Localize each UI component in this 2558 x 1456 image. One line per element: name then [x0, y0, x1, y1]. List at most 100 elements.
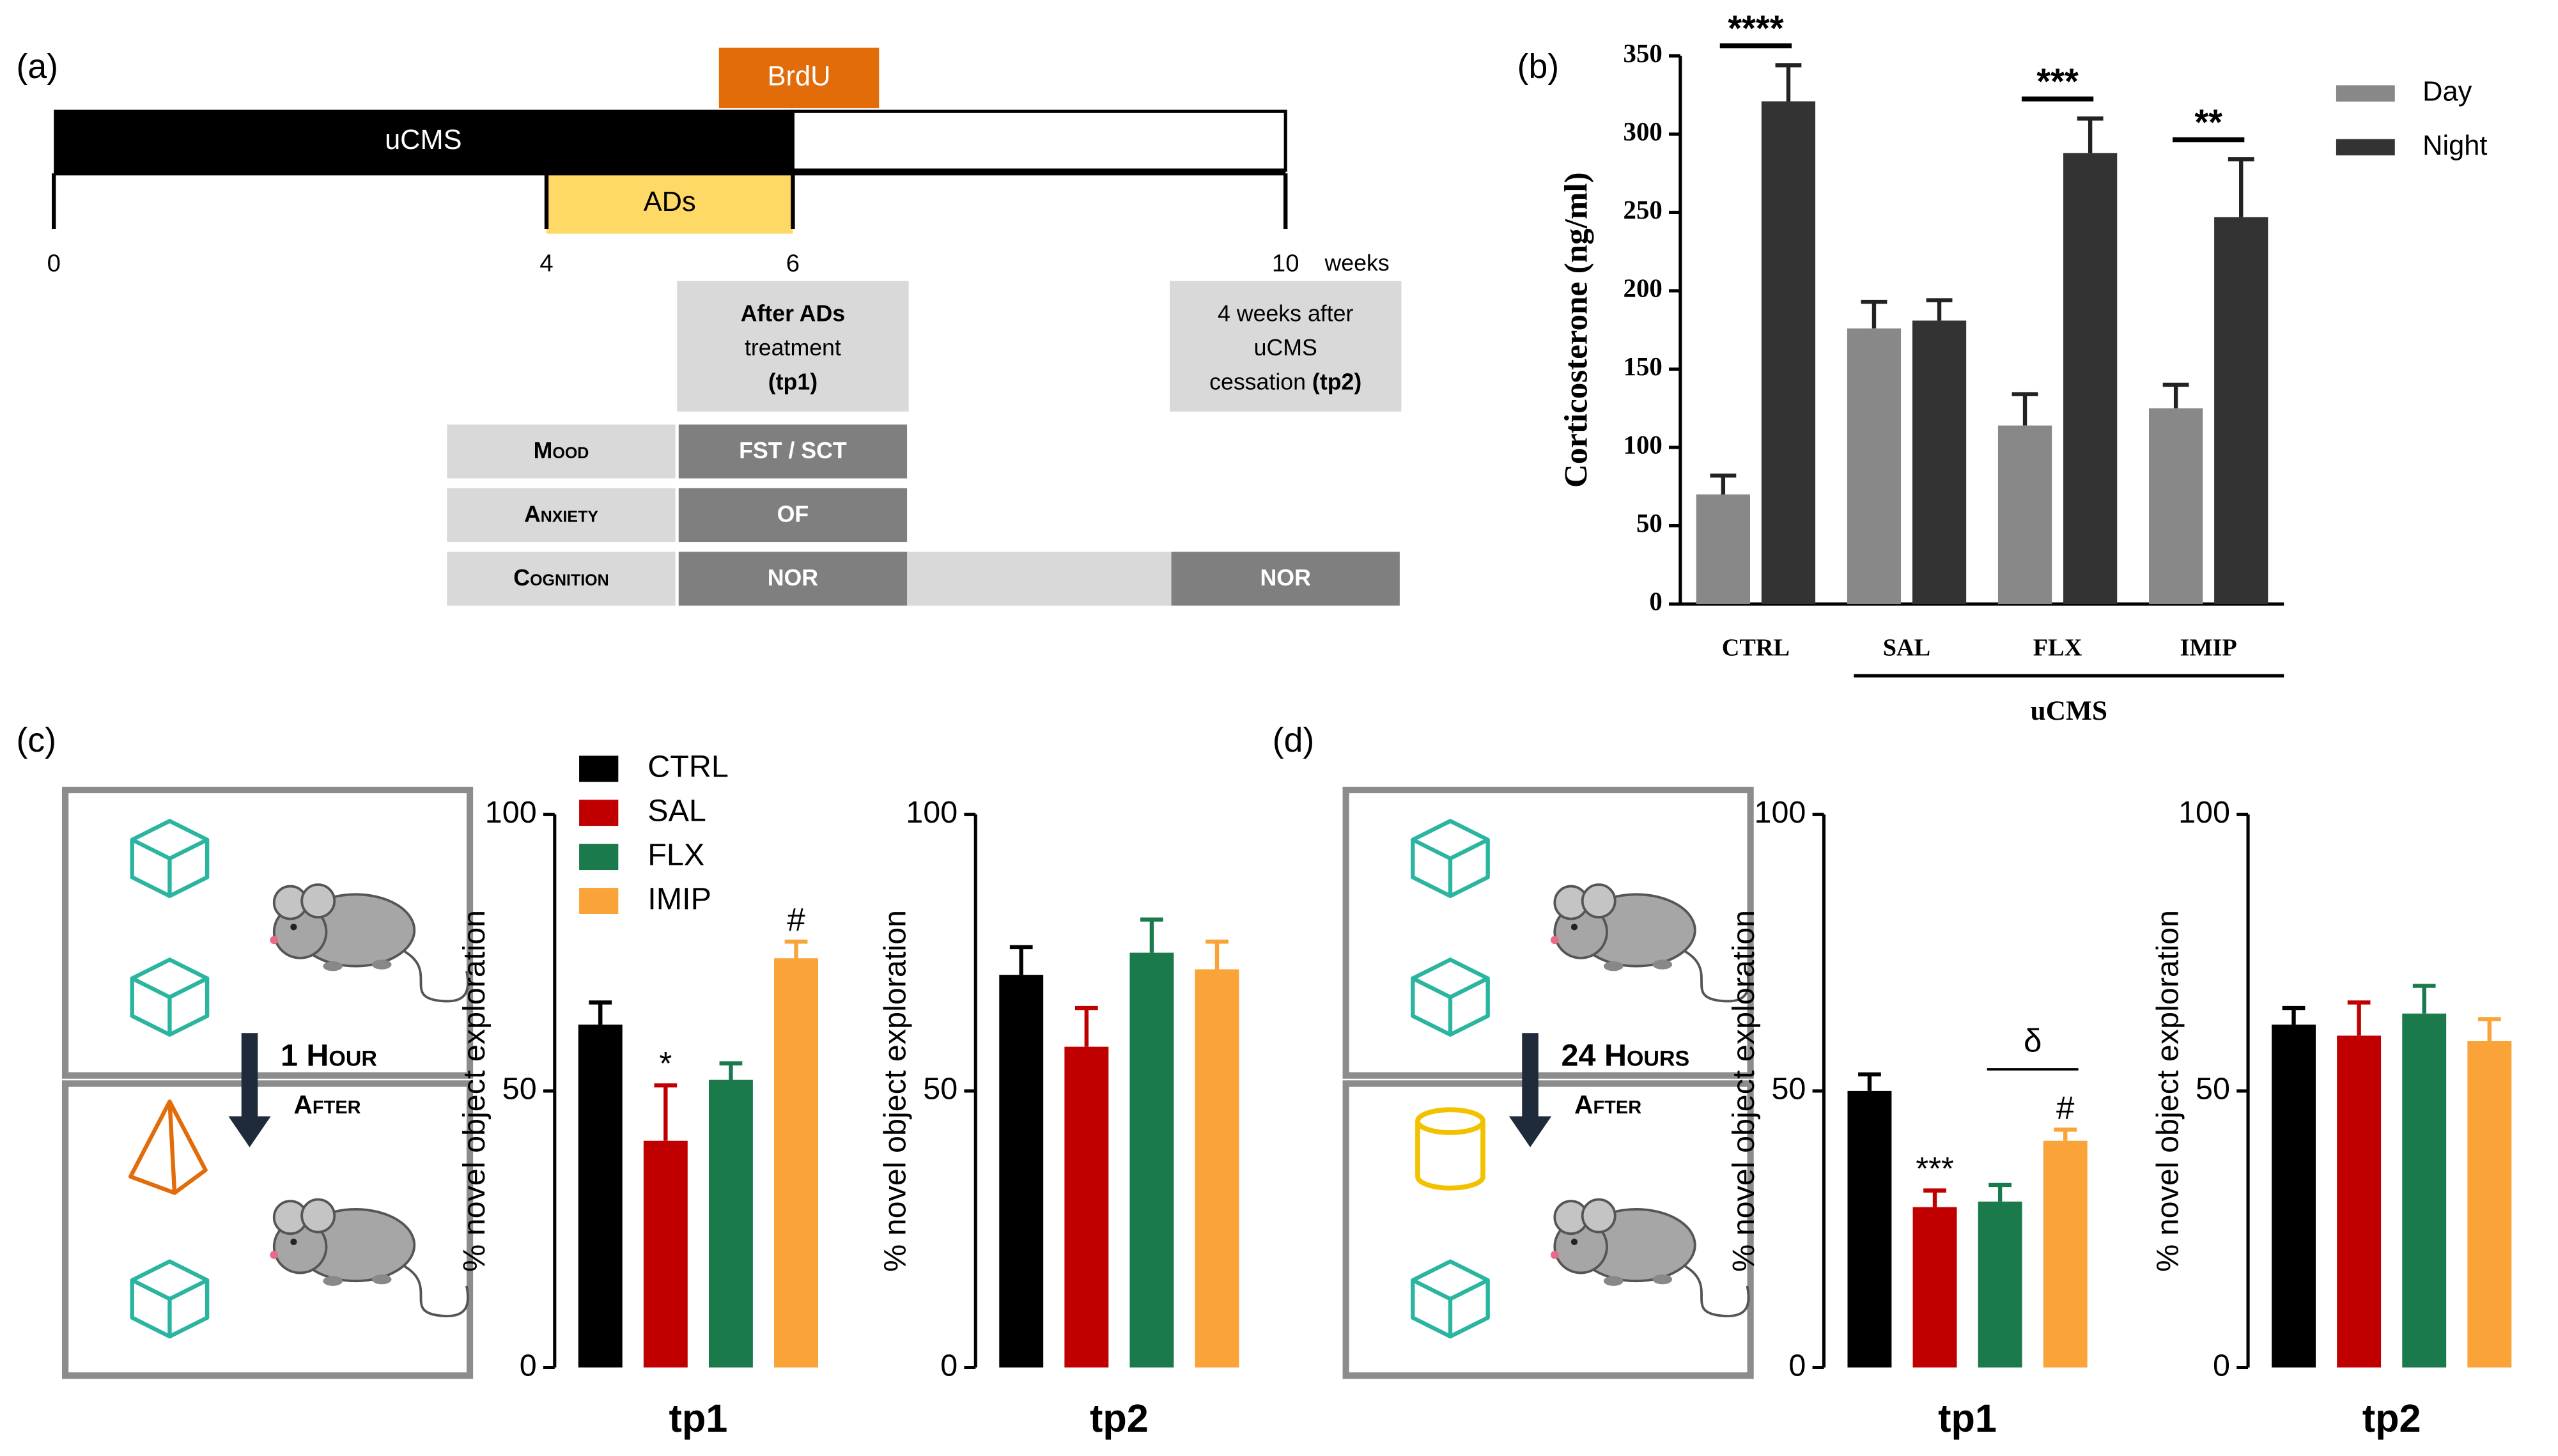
bar [2043, 1140, 2088, 1368]
y-axis-label: Corticosterone (ng/ml) [1558, 172, 1594, 488]
test-box [678, 488, 908, 543]
mouse-nose [1550, 1251, 1559, 1259]
after-label: After [1574, 1090, 1641, 1119]
error-bar [2347, 1000, 2371, 1036]
timeline-bar-label: BrdU [768, 61, 831, 91]
delay-label: 1 Hour [281, 1038, 377, 1073]
y-axis-label: % novel object exploration [878, 910, 913, 1272]
x-axis-label: tp2 [1090, 1397, 1149, 1440]
mouse-ear [300, 883, 336, 918]
domain-label: Cognition [513, 565, 608, 591]
error-bar [719, 1061, 743, 1080]
test-label: NOR [768, 565, 819, 591]
x-axis-label: tp1 [1938, 1397, 1997, 1440]
test-box [678, 552, 908, 606]
error-bar [1923, 1188, 1946, 1207]
y-tick-label: 250 [1624, 196, 1663, 224]
y-tick-label: 100 [906, 795, 957, 830]
timeline-bar [718, 47, 880, 109]
legend-label: Night [2422, 130, 2487, 161]
timepoint-text: uCMS [1254, 335, 1317, 360]
timeline-unit: weeks [1324, 251, 1389, 276]
y-tick-label: 200 [1624, 274, 1663, 302]
domain-box [447, 552, 676, 606]
bar [1978, 1201, 2022, 1368]
error-bar [2477, 1017, 2501, 1042]
y-tick-label: 50 [502, 1072, 537, 1106]
error-bar [1775, 63, 1802, 102]
mouse-eye [1570, 924, 1578, 931]
x-axis-label: tp1 [669, 1397, 727, 1440]
y-tick-label: 100 [1624, 430, 1663, 459]
error-bar [1074, 1005, 1098, 1047]
error-bar [2412, 984, 2436, 1014]
domain-label: Mood [534, 438, 589, 463]
arena-sample [61, 786, 474, 1079]
bar [578, 1025, 623, 1368]
bar [1847, 1090, 1892, 1368]
timepoint-text: (tp1) [768, 369, 818, 395]
timepoint-text-part: cessation [1209, 369, 1312, 395]
y-axis-label: % novel object exploration [2150, 910, 2185, 1272]
novel-object [1415, 1107, 1485, 1191]
error-bar [2162, 382, 2189, 408]
timepoint-text-part: After ADs [741, 301, 845, 327]
cube [130, 957, 210, 1037]
x-tick-label: FLX [2033, 634, 2082, 661]
error-bar [1009, 945, 1033, 975]
significance-label: **** [1728, 8, 1784, 48]
panel-label: (b) [1517, 47, 1559, 86]
timepoint-text-part: 4 weeks after [1218, 301, 1354, 327]
mouse-eye [1570, 1238, 1578, 1246]
y-tick-label: 0 [940, 1348, 957, 1382]
test-label: FST / SCT [739, 438, 847, 463]
mouse-nose [270, 936, 279, 945]
x-tick-label: IMIP [2180, 634, 2237, 661]
bar [2272, 1025, 2316, 1368]
timepoint-box [677, 281, 909, 412]
error-bar [1205, 940, 1229, 970]
significance-label: * [659, 1045, 672, 1081]
mouse-ear [1581, 883, 1616, 918]
timeline-tick-label: 0 [47, 249, 61, 277]
mouse-foot [1652, 1274, 1673, 1285]
timepoint-text-part: treatment [745, 335, 841, 360]
timepoint-text: treatment [745, 335, 841, 360]
y-tick-label: 0 [1649, 587, 1662, 616]
legend-swatch [579, 844, 619, 871]
legend-swatch [579, 888, 619, 914]
significance-label: ** [2194, 102, 2222, 142]
mouse-tail [1684, 950, 1750, 1003]
timepoint-text: cessation (tp2) [1209, 369, 1361, 395]
mouse-tail [1684, 1265, 1750, 1317]
legend-swatch [579, 800, 619, 826]
mouse-eye [290, 924, 297, 931]
bar [2214, 217, 2268, 605]
y-tick-label: 100 [2178, 795, 2230, 830]
error-bar [1858, 1072, 1881, 1091]
timeline-tick-label: 10 [1272, 249, 1299, 277]
error-bar [1140, 917, 1163, 953]
y-tick-label: 0 [520, 1348, 537, 1382]
group-label: uCMS [2031, 695, 2108, 726]
timeline-bar-label: uCMS [385, 125, 462, 155]
y-tick-label: 350 [1624, 39, 1663, 68]
legend-swatch [2336, 139, 2395, 156]
bar [1847, 328, 1902, 605]
bar [1195, 969, 1239, 1368]
domain-label: Anxiety [524, 502, 598, 527]
bar [1912, 1207, 1957, 1368]
error-bar [589, 1000, 612, 1025]
y-tick-label: 50 [1636, 509, 1663, 538]
legend-label: CTRL [647, 750, 729, 784]
arena-test [1342, 1080, 1754, 1379]
bar [1761, 101, 1816, 605]
after-label: After [293, 1090, 360, 1119]
domain-box [447, 424, 676, 479]
legend-label: Day [2422, 77, 2472, 107]
bar [1997, 425, 2052, 605]
significance-label: *** [2036, 61, 2079, 102]
test-box [678, 424, 908, 479]
delay-label: 24 Hours [1562, 1038, 1690, 1073]
legend-label: FLX [647, 837, 704, 872]
